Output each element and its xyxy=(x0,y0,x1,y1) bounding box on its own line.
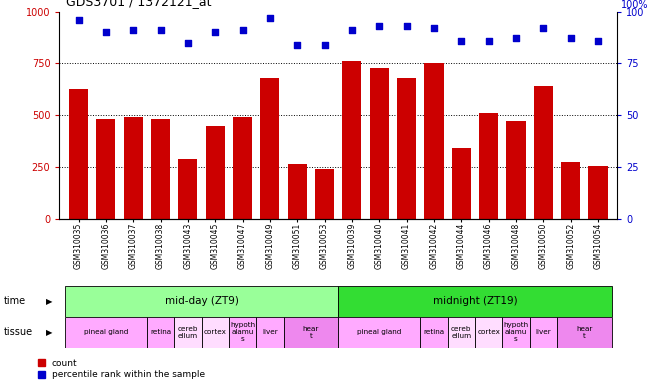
Bar xyxy=(343,61,362,219)
Bar xyxy=(447,317,475,348)
Bar xyxy=(178,159,197,219)
Bar xyxy=(424,63,444,219)
Point xyxy=(100,29,111,35)
Text: hypoth
alamu
s: hypoth alamu s xyxy=(504,322,529,342)
Text: hear
t: hear t xyxy=(576,326,593,339)
Bar xyxy=(561,162,580,219)
Text: cortex: cortex xyxy=(477,329,500,335)
Point xyxy=(128,27,139,33)
Bar xyxy=(370,68,389,219)
Text: pineal gland: pineal gland xyxy=(84,329,128,335)
Point xyxy=(265,15,275,21)
Point xyxy=(511,35,521,41)
Text: time: time xyxy=(3,296,26,306)
Point xyxy=(73,17,84,23)
Bar xyxy=(260,78,279,219)
Text: cereb
ellum: cereb ellum xyxy=(178,326,198,339)
Point xyxy=(374,23,385,29)
Bar xyxy=(65,317,147,348)
Bar xyxy=(529,317,557,348)
Point xyxy=(566,35,576,41)
Point xyxy=(593,38,603,44)
Text: liver: liver xyxy=(535,329,551,335)
Bar xyxy=(123,117,143,219)
Bar xyxy=(557,317,612,348)
Bar xyxy=(284,317,339,348)
Bar xyxy=(65,286,339,317)
Bar xyxy=(229,317,256,348)
Bar xyxy=(475,317,502,348)
Bar xyxy=(147,317,174,348)
Bar xyxy=(233,117,252,219)
Bar xyxy=(151,119,170,219)
Bar xyxy=(206,126,225,219)
Point xyxy=(456,38,467,44)
Point xyxy=(483,38,494,44)
Bar xyxy=(338,317,420,348)
Point xyxy=(319,41,330,48)
Text: cereb
ellum: cereb ellum xyxy=(451,326,471,339)
Bar xyxy=(96,119,116,219)
Text: liver: liver xyxy=(262,329,278,335)
Legend: count, percentile rank within the sample: count, percentile rank within the sample xyxy=(38,359,205,379)
Bar xyxy=(451,148,471,219)
Bar xyxy=(288,164,307,219)
Point xyxy=(428,25,439,31)
Text: cortex: cortex xyxy=(204,329,226,335)
Point xyxy=(155,27,166,33)
Text: retina: retina xyxy=(423,329,444,335)
Text: tissue: tissue xyxy=(3,327,32,337)
Point xyxy=(401,23,412,29)
Bar xyxy=(201,317,229,348)
Bar xyxy=(420,317,447,348)
Point xyxy=(210,29,220,35)
Text: mid-day (ZT9): mid-day (ZT9) xyxy=(164,296,238,306)
Bar xyxy=(338,286,612,317)
Bar xyxy=(506,121,525,219)
Point xyxy=(292,41,302,48)
Bar xyxy=(502,317,529,348)
Bar xyxy=(69,89,88,219)
Bar xyxy=(397,78,416,219)
Point xyxy=(183,40,193,46)
Bar xyxy=(589,166,608,219)
Point xyxy=(538,25,548,31)
Bar xyxy=(256,317,284,348)
Bar xyxy=(479,113,498,219)
Text: 100%: 100% xyxy=(621,0,649,10)
Text: hear
t: hear t xyxy=(303,326,319,339)
Text: midnight (ZT19): midnight (ZT19) xyxy=(432,296,517,306)
Text: hypoth
alamu
s: hypoth alamu s xyxy=(230,322,255,342)
Text: ▶: ▶ xyxy=(46,328,53,337)
Text: ▶: ▶ xyxy=(46,297,53,306)
Text: retina: retina xyxy=(150,329,171,335)
Text: pineal gland: pineal gland xyxy=(357,329,401,335)
Point xyxy=(346,27,357,33)
Bar xyxy=(534,86,553,219)
Point xyxy=(238,27,248,33)
Bar xyxy=(315,169,334,219)
Bar xyxy=(174,317,201,348)
Text: GDS3701 / 1372121_at: GDS3701 / 1372121_at xyxy=(66,0,211,8)
